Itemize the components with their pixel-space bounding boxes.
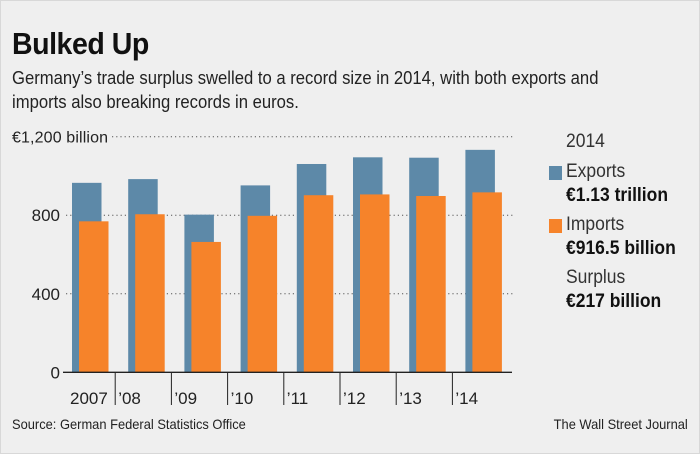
y-tick-label: 0 <box>51 363 60 382</box>
legend-imports-label: Imports <box>566 214 625 235</box>
x-tick-label: ’10 <box>231 389 254 408</box>
x-tick-label: ’14 <box>455 389 478 408</box>
chart-title: Bulked Up <box>12 26 149 61</box>
source-note: Source: German Federal Statistics Office <box>12 416 246 432</box>
subtitle-line: Germany’s trade surplus swelled to a rec… <box>12 67 599 88</box>
y-tick-label: 400 <box>32 285 60 304</box>
x-tick-label: ’09 <box>174 389 197 408</box>
legend-surplus-value: €217 billion <box>566 291 662 312</box>
legend-exports-label: Exports <box>566 161 626 182</box>
credit: The Wall Street Journal <box>553 416 688 432</box>
imports-bar <box>135 214 165 373</box>
legend-surplus-label: Surplus <box>566 267 626 288</box>
imports-bar <box>79 221 109 373</box>
imports-swatch <box>549 219 562 233</box>
x-tick-label: ’08 <box>118 389 141 408</box>
legend-imports-value: €916.5 billion <box>566 238 676 259</box>
legend-exports-value: €1.13 trillion <box>566 185 669 206</box>
subtitle-line: imports also breaking records in euros. <box>12 91 299 112</box>
imports-bar <box>303 195 334 373</box>
imports-bar <box>472 192 502 373</box>
x-tick-label: ’11 <box>287 389 308 408</box>
x-tick-label: ’13 <box>399 389 422 408</box>
imports-bar <box>360 194 390 373</box>
imports-bar <box>416 195 446 373</box>
y-tick-label: €1,200 billion <box>12 130 108 147</box>
chart-subtitle: Germany’s trade surplus swelled to a rec… <box>12 66 642 114</box>
y-tick-label: 800 <box>32 206 60 225</box>
imports-bar <box>247 215 278 373</box>
x-tick-label: ’12 <box>343 389 366 408</box>
x-tick-label: 2007 <box>70 389 108 408</box>
exports-swatch <box>549 166 562 180</box>
legend-year: 2014 <box>566 131 605 152</box>
imports-bar <box>191 241 221 373</box>
